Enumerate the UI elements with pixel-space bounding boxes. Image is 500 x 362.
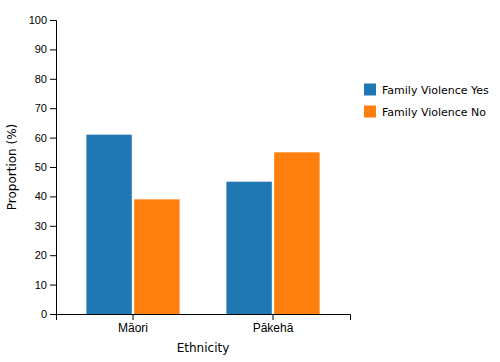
- y-tick: 70: [35, 102, 56, 114]
- y-tick: 10: [35, 279, 56, 291]
- y-tick: 0: [41, 308, 56, 320]
- x-axis-line: [57, 315, 351, 321]
- legend-label: Family Violence No: [382, 106, 486, 119]
- y-tick-label: 40: [35, 190, 47, 202]
- legend: Family Violence Yes Family Violence No: [364, 84, 489, 119]
- y-tick-mark: [50, 167, 56, 168]
- y-tick-label: 70: [35, 102, 47, 114]
- y-tick-label: 20: [35, 249, 47, 261]
- y-axis-line: [50, 21, 57, 315]
- legend-item: Family Violence Yes: [364, 84, 489, 97]
- plot: Māori Pākehā 0 10 20 30 40 50 60 70 80 90 100: [29, 14, 351, 335]
- y-tick: 60: [35, 132, 56, 144]
- legend-item: Family Violence No: [364, 106, 486, 119]
- y-tick-mark: [50, 196, 56, 197]
- y-tick: 20: [35, 249, 56, 261]
- x-tick-label: Māori: [118, 321, 148, 335]
- bar: [86, 135, 131, 314]
- legend-swatch: [364, 106, 376, 118]
- x-tick: Pākehā: [253, 314, 294, 335]
- bar-series: [86, 135, 271, 314]
- y-tick-label: 80: [35, 73, 47, 85]
- chart: Māori Pākehā 0 10 20 30 40 50 60 70 80 90 100 Ethnici…: [0, 0, 500, 362]
- bar: [226, 182, 271, 314]
- y-tick: 30: [35, 220, 56, 232]
- y-tick-mark: [50, 314, 56, 315]
- bars: [86, 135, 319, 314]
- legend-label: Family Violence Yes: [382, 84, 489, 97]
- x-tick: Māori: [118, 314, 148, 335]
- y-tick-mark: [50, 226, 56, 227]
- y-tick-mark: [50, 285, 56, 286]
- x-axis-title: Ethnicity: [177, 341, 230, 355]
- y-axis-title: Proportion (%): [5, 124, 19, 211]
- y-tick-label: 50: [35, 161, 47, 173]
- y-tick-label: 60: [35, 132, 47, 144]
- y-tick-mark: [50, 138, 56, 139]
- y-tick-label: 10: [35, 279, 47, 291]
- x-tick-mark: [133, 314, 134, 320]
- y-tick: 90: [35, 43, 56, 55]
- y-tick-mark: [50, 49, 56, 50]
- x-axis: Māori Pākehā: [57, 314, 351, 335]
- y-tick-mark: [50, 79, 56, 80]
- legend-swatch: [364, 84, 376, 96]
- bar-series: [134, 152, 319, 314]
- y-tick-mark: [50, 255, 56, 256]
- y-tick: 100: [29, 14, 56, 26]
- bar: [134, 199, 179, 314]
- y-tick-mark: [50, 108, 56, 109]
- y-tick: 50: [35, 161, 56, 173]
- y-tick-label: 30: [35, 220, 47, 232]
- y-axis: 0 10 20 30 40 50 60 70 80 90 100: [29, 14, 57, 320]
- y-tick-label: 0: [41, 308, 47, 320]
- x-tick-mark: [273, 314, 274, 320]
- bar: [274, 152, 319, 314]
- y-tick: 80: [35, 73, 56, 85]
- y-tick-label: 90: [35, 43, 47, 55]
- x-tick-label: Pākehā: [253, 321, 294, 335]
- y-tick-label: 100: [29, 14, 47, 26]
- y-tick-mark: [50, 20, 56, 21]
- y-tick: 40: [35, 190, 56, 202]
